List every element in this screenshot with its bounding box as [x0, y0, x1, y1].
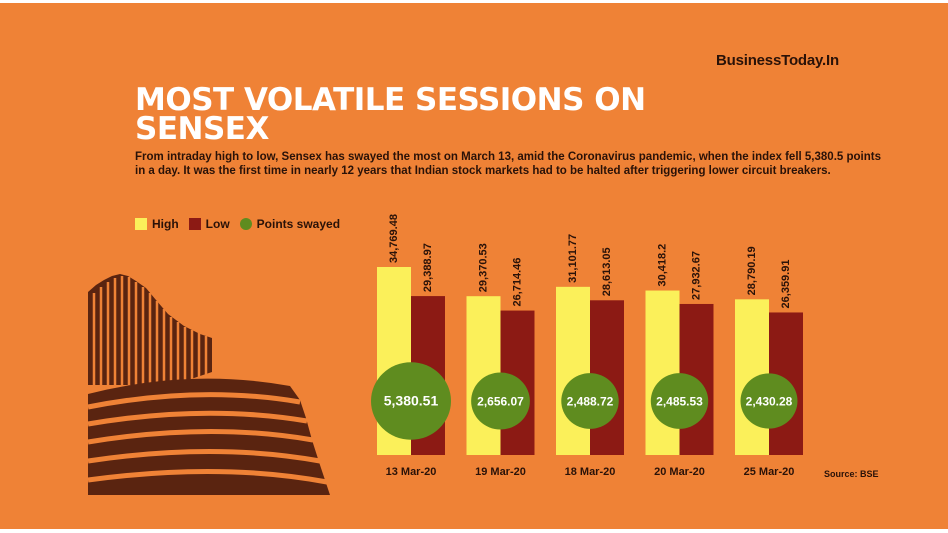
legend-swatch-low	[188, 218, 201, 230]
bse-building-illustration	[87, 274, 330, 495]
legend-label-low: Low	[205, 217, 230, 231]
bubble-points-swayed	[371, 362, 451, 440]
legend-item-swayed: Points swayed	[239, 217, 341, 231]
bar-high	[645, 290, 680, 455]
data-label-points-swayed: 2,488.72	[567, 395, 614, 409]
chart-title: MOST VOLATILE SESSIONS ON SENSEX	[135, 82, 646, 147]
data-label-points-swayed: 2,485.53	[656, 395, 703, 409]
rotunda	[88, 378, 330, 495]
x-tick-label: 18 Mar-20	[565, 466, 616, 478]
data-label-low: 26,714.46	[512, 258, 524, 307]
data-label-high: 28,790.19	[746, 246, 758, 295]
brand-logo: BusinessToday.In	[716, 52, 839, 69]
data-label-high: 29,370.53	[478, 243, 490, 292]
legend-label-high: High	[152, 217, 179, 231]
chart-subtitle: From intraday high to low, Sensex has sw…	[135, 151, 881, 177]
data-label-low: 29,388.97	[422, 243, 434, 292]
source-note: Source: BSE	[824, 469, 879, 479]
x-tick-label: 19 Mar-20	[475, 466, 526, 478]
x-tick-label: 20 Mar-20	[654, 466, 705, 478]
legend-label-swayed: Points swayed	[256, 217, 341, 231]
legend: High Low Points swayed	[135, 217, 350, 231]
x-tick-label: 13 Mar-20	[386, 466, 437, 478]
data-label-low: 27,932.67	[691, 251, 703, 300]
data-label-points-swayed: 2,430.28	[746, 395, 793, 409]
data-label-points-swayed: 5,380.51	[384, 393, 439, 409]
data-label-low: 26,359.91	[780, 260, 792, 309]
legend-swatch-high	[135, 218, 147, 230]
data-label-low: 28,613.05	[601, 247, 613, 296]
data-label-high: 31,101.77	[567, 234, 579, 283]
bars-layer: 34,769.48 29,388.97 5,380.51 13 Mar-20 29,37…	[371, 214, 803, 478]
rotunda-bands	[87, 392, 328, 485]
bar-high	[556, 286, 590, 455]
data-label-high: 30,418.2	[657, 244, 669, 287]
bubble-points-swayed	[561, 373, 619, 429]
bubble-points-swayed	[740, 373, 798, 429]
legend-swatch-swayed	[239, 218, 252, 230]
x-tick-label: 25 Mar-20	[744, 466, 795, 478]
legend-item-high: High	[135, 217, 179, 231]
data-label-points-swayed: 2,656.07	[477, 395, 524, 409]
data-label-high: 34,769.48	[388, 214, 400, 263]
bubble-points-swayed	[650, 373, 709, 429]
bubble-points-swayed	[471, 372, 530, 430]
tower-stripes	[92, 276, 208, 385]
legend-item-low: Low	[188, 217, 230, 231]
